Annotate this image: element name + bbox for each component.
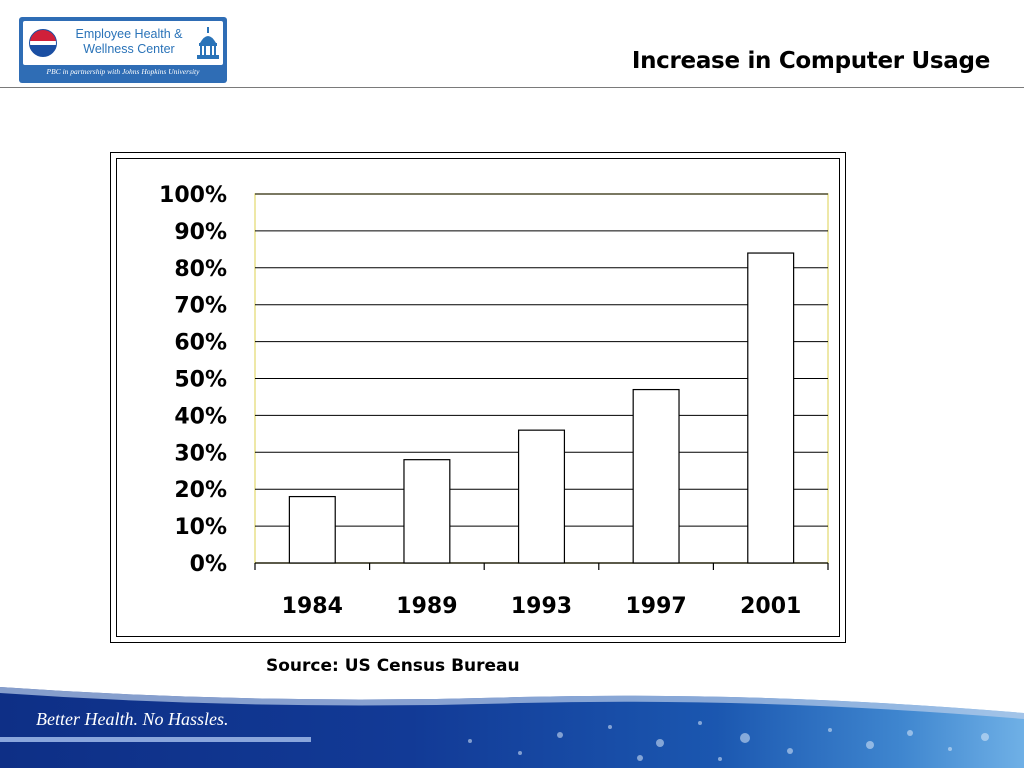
header-divider	[0, 87, 1024, 88]
chart-frame-inner	[116, 158, 840, 637]
y-tick-label: 20%	[174, 478, 227, 503]
footer-slogan: Better Health. No Hassles.	[36, 709, 229, 729]
bar-2001	[747, 252, 795, 564]
logo-line-2: Wellness Center	[83, 42, 175, 56]
logo-panel: Employee Health & Wellness Center	[23, 21, 223, 65]
bar-1997	[632, 388, 680, 564]
y-tick-label: 40%	[174, 404, 227, 429]
logo-tagline: PBC in partnership with Johns Hopkins Un…	[46, 67, 200, 76]
y-tick-label: 0%	[190, 552, 227, 577]
page-title: Increase in Computer Usage	[631, 48, 990, 74]
y-tick-label: 80%	[174, 257, 227, 282]
y-tick-label: 90%	[174, 220, 227, 245]
logo-text: Employee Health & Wellness Center	[67, 27, 191, 57]
x-tick-label: 1997	[625, 594, 686, 619]
bar-chart: 0% 10% 20% 30% 40% 50% 60% 70% 80% 90% 100% 1984 198…	[159, 183, 829, 619]
x-tick-label: 2001	[740, 594, 801, 619]
x-tick-label: 1989	[396, 594, 457, 619]
capitol-dome-icon	[197, 27, 219, 59]
employee-health-logo: Employee Health & Wellness Center PBC in…	[19, 17, 227, 83]
bar-1989	[403, 459, 451, 564]
y-tick-label: 70%	[174, 294, 227, 319]
chart-frame: 0% 10% 20% 30% 40% 50% 60% 70% 80% 90% 100% 1984 198…	[110, 152, 846, 643]
x-tick-label: 1984	[282, 594, 343, 619]
y-tick-label: 60%	[174, 331, 227, 356]
logo-line-1: Employee Health &	[75, 27, 183, 41]
footer-accent-bar	[0, 737, 311, 742]
y-tick-label: 10%	[174, 515, 227, 540]
source-note: Source: US Census Bureau	[266, 656, 520, 676]
bar-1993	[517, 429, 566, 564]
footer-banner: Better Health. No Hassles.	[0, 683, 1024, 768]
y-tick-label: 100%	[159, 183, 227, 208]
y-tick-label: 50%	[174, 368, 227, 393]
bar-1984	[288, 495, 336, 564]
x-tick-label: 1993	[511, 594, 572, 619]
pepsi-globe-icon	[29, 29, 57, 57]
y-tick-label: 30%	[174, 441, 227, 466]
footer-wave	[0, 683, 1024, 761]
